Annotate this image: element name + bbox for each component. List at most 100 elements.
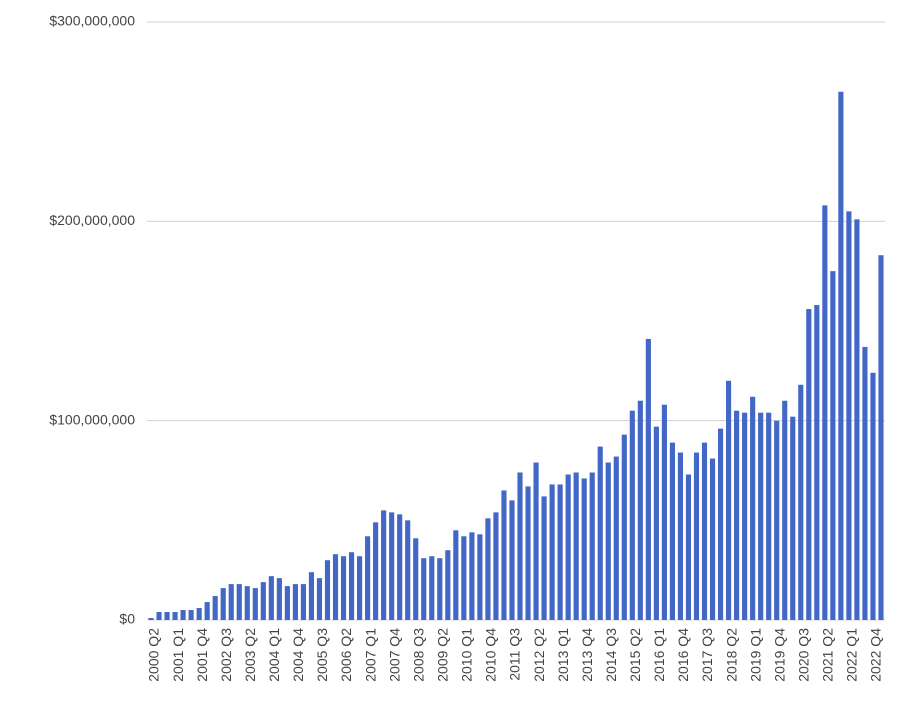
bar	[148, 618, 154, 620]
bar	[164, 612, 170, 620]
bar	[517, 472, 523, 620]
bar	[220, 588, 226, 620]
bar	[292, 584, 298, 620]
bar	[172, 612, 178, 620]
x-tick-label: 2004 Q1	[266, 628, 282, 682]
x-tick-label: 2022 Q4	[868, 628, 884, 682]
bar	[645, 338, 651, 620]
bar	[461, 536, 467, 620]
x-tick-label: 2011 Q3	[507, 628, 523, 681]
bar	[677, 452, 684, 620]
x-tick-label: 2013 Q1	[555, 628, 571, 682]
bar	[381, 510, 387, 620]
bar	[862, 346, 868, 620]
bar	[693, 452, 700, 620]
x-tick-label: 2022 Q1	[844, 628, 860, 682]
bar	[790, 416, 796, 620]
bar	[252, 588, 258, 620]
bar	[493, 512, 499, 620]
x-tick-label: 2002 Q3	[218, 628, 234, 682]
bar	[782, 400, 788, 620]
x-tick-label: 2021 Q2	[820, 628, 836, 682]
bar	[228, 584, 234, 620]
bar	[814, 305, 820, 620]
bar	[669, 442, 675, 620]
x-tick-label: 2000 Q2	[146, 628, 162, 682]
x-tick-label: 2010 Q4	[483, 628, 499, 682]
x-tick-label: 2019 Q4	[771, 628, 787, 682]
bar	[469, 532, 475, 620]
bar	[437, 558, 443, 620]
bar	[613, 456, 619, 620]
bar	[806, 309, 812, 620]
bar	[332, 554, 339, 620]
x-tick-label: 2016 Q1	[651, 628, 667, 682]
bar	[453, 530, 459, 620]
bar	[357, 556, 363, 620]
bar	[685, 474, 692, 620]
bar	[445, 550, 451, 620]
y-tick-label: $0	[119, 611, 135, 627]
bar	[260, 582, 266, 620]
x-tick-label: 2013 Q4	[579, 628, 595, 682]
bar	[284, 586, 290, 620]
bar	[573, 472, 579, 620]
bar	[766, 412, 772, 620]
x-tick-label: 2003 Q2	[242, 628, 258, 682]
bar	[244, 586, 250, 620]
bar	[758, 412, 764, 620]
bar	[750, 396, 756, 620]
bar	[365, 536, 371, 620]
x-tick-label: 2009 Q2	[434, 628, 450, 682]
x-tick-label: 2016 Q4	[675, 628, 691, 682]
bar	[621, 434, 627, 620]
bar	[830, 271, 836, 620]
x-tick-label: 2019 Q1	[747, 628, 763, 682]
bar	[236, 584, 242, 620]
x-tick-label: 2001 Q1	[170, 628, 186, 682]
bar	[838, 91, 844, 621]
bar	[300, 584, 306, 620]
bar	[605, 462, 611, 620]
bar	[276, 578, 282, 620]
bar	[726, 380, 732, 620]
y-tick-label: $300,000,000	[49, 13, 135, 29]
bar	[268, 576, 274, 620]
bar	[196, 608, 202, 620]
bar	[308, 572, 315, 620]
bar	[878, 255, 884, 620]
bar	[637, 400, 643, 620]
x-tick-label: 2007 Q4	[386, 628, 402, 682]
bar	[501, 490, 507, 620]
y-tick-label: $100,000,000	[49, 411, 135, 427]
bar	[509, 500, 515, 620]
bar	[581, 478, 587, 620]
bar	[589, 472, 595, 620]
x-tick-label: 2006 Q2	[338, 628, 354, 682]
bar	[822, 205, 828, 621]
bar	[156, 612, 162, 620]
x-tick-label: 2005 Q3	[314, 628, 330, 682]
bar	[324, 560, 331, 620]
bar	[421, 558, 427, 620]
y-tick-label: $200,000,000	[49, 212, 135, 228]
bar	[316, 578, 323, 620]
bar	[653, 426, 659, 620]
x-tick-label: 2014 Q3	[603, 628, 619, 682]
bar	[533, 462, 539, 620]
bar	[477, 534, 483, 620]
bar	[188, 610, 194, 620]
bar	[701, 442, 708, 620]
bar	[597, 446, 603, 620]
bar	[397, 514, 403, 620]
bar	[180, 610, 186, 620]
bar	[429, 556, 435, 620]
bar	[734, 410, 740, 620]
bar	[340, 556, 347, 620]
x-tick-label: 2020 Q3	[795, 628, 811, 682]
bar	[565, 474, 571, 620]
x-tick-label: 2017 Q3	[699, 628, 715, 682]
bar	[389, 512, 395, 620]
bar	[557, 484, 563, 620]
